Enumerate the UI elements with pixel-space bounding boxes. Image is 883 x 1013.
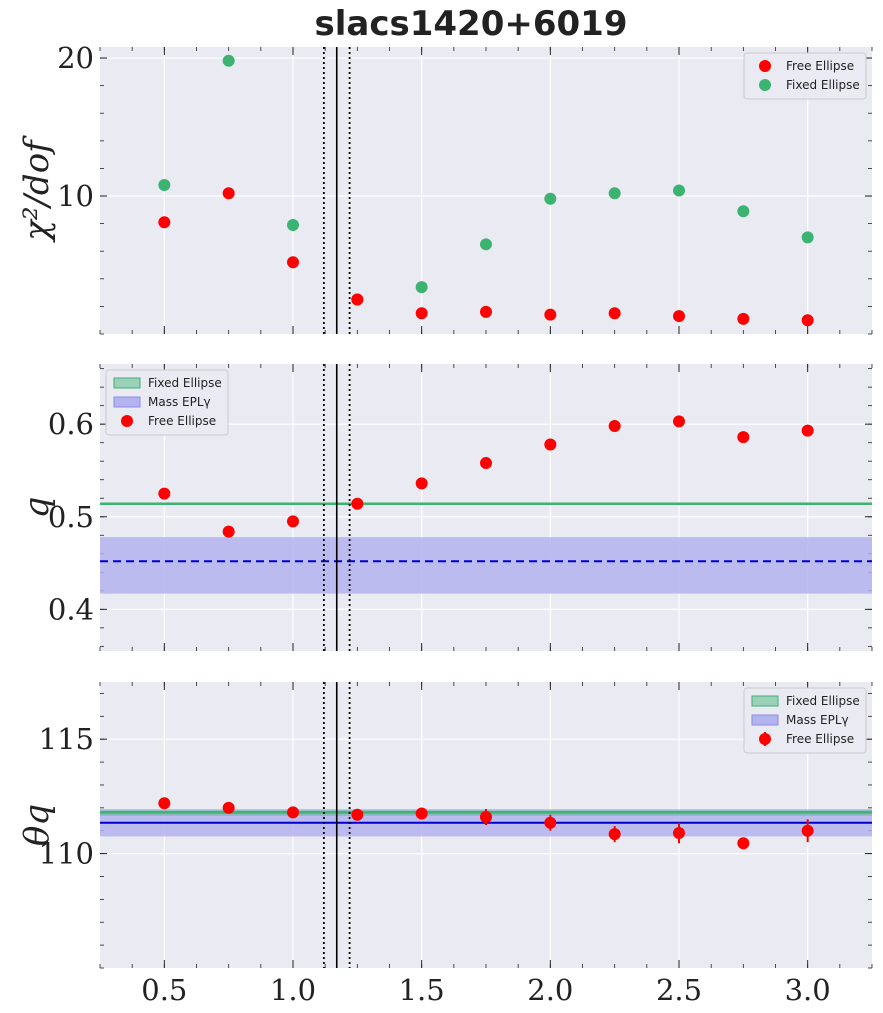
free-ellipse-point: [480, 305, 492, 318]
legend-swatch: [759, 60, 771, 72]
free-ellipse-point: [608, 307, 621, 320]
free-ellipse-point: [737, 837, 750, 850]
free-ellipse-point: [737, 431, 750, 444]
free-ellipse-point: [673, 415, 685, 428]
fixed-ellipse-point: [158, 178, 171, 191]
chart-title: slacs1420+6019: [315, 4, 628, 44]
fixed-ellipse-point: [287, 218, 299, 231]
fixed-ellipse-point: [737, 205, 750, 218]
free-ellipse-point: [415, 307, 428, 320]
x-tick-label: 1.5: [399, 973, 445, 1007]
legend-label: Free Ellipse: [786, 59, 854, 73]
free-ellipse-point: [801, 824, 814, 837]
free-ellipse-point: [480, 810, 492, 823]
free-ellipse-point: [351, 293, 364, 306]
fixed-ellipse-point: [544, 192, 557, 205]
free-ellipse-point: [480, 457, 492, 470]
x-tick-label: 2.5: [656, 973, 702, 1007]
free-ellipse-point: [415, 477, 428, 490]
legend-swatch: [121, 415, 133, 427]
free-ellipse-point: [351, 808, 364, 821]
x-tick-label: 1.0: [270, 973, 316, 1007]
free-ellipse-point: [737, 312, 750, 325]
legend-box: [105, 369, 229, 436]
y-tick-label: 10: [57, 179, 94, 213]
plot-background: [100, 364, 872, 651]
fixed-ellipse-point: [673, 184, 685, 197]
free-ellipse-point: [544, 438, 557, 451]
y-axis-label: θq: [17, 804, 57, 846]
free-ellipse-point: [801, 314, 814, 327]
legend-label: Mass EPLγ: [148, 395, 211, 409]
legend-label: Free Ellipse: [148, 414, 216, 428]
free-ellipse-point: [158, 797, 171, 810]
free-ellipse-point: [222, 525, 235, 538]
y-tick-label: 110: [39, 837, 94, 871]
y-tick-label: 0.6: [48, 407, 94, 441]
y-tick-label: 20: [57, 41, 94, 75]
free-ellipse-point: [287, 515, 299, 528]
legend: Free Ellipse Fixed Ellipse: [743, 52, 867, 100]
free-ellipse-point: [544, 816, 557, 829]
free-ellipse-point: [673, 310, 685, 323]
free-ellipse-point: [287, 806, 299, 819]
fixed-ellipse-point: [480, 238, 492, 251]
free-ellipse-point: [287, 256, 299, 269]
legend: Fixed Ellipse Mass EPLγ Free Ellipse: [743, 687, 867, 754]
free-ellipse-point: [544, 308, 557, 321]
fixed-ellipse-point: [608, 187, 621, 200]
x-tick-label: 3.0: [785, 973, 831, 1007]
legend-label: Fixed Ellipse: [148, 376, 222, 390]
legend-swatch: [751, 695, 779, 707]
legend-label: Free Ellipse: [786, 732, 854, 746]
legend-box: [743, 52, 867, 100]
free-ellipse-point: [801, 424, 814, 437]
fixed-ellipse-point: [222, 54, 235, 67]
free-ellipse-point: [351, 497, 364, 510]
fixed-ellipse-point: [415, 281, 428, 294]
y-tick-label: 0.5: [48, 500, 94, 534]
y-axis-label: q: [17, 497, 57, 519]
panel-1: 10 20 χ²/dof Free Ellipse Fixed Ellipse: [17, 41, 873, 335]
legend-swatch: [759, 733, 771, 745]
legend-swatch: [113, 377, 141, 389]
x-tick-label: 2.0: [527, 973, 573, 1007]
legend-swatch: [113, 396, 141, 408]
y-tick-label: 0.4: [48, 592, 94, 626]
legend-label: Fixed Ellipse: [786, 78, 860, 92]
y-tick-label: 115: [39, 722, 94, 756]
free-ellipse-point: [158, 216, 171, 229]
x-tick-label: 0.5: [141, 973, 187, 1007]
free-ellipse-point: [608, 420, 621, 433]
legend-swatch: [751, 714, 779, 726]
free-ellipse-point: [673, 827, 685, 840]
panel-2: 0.4 0.5 0.6 q Fixed Ellipse Mass EPLγ Free Ell…: [17, 364, 873, 651]
free-ellipse-point: [415, 807, 428, 820]
panel-3: 110 115 θq Fixed Ellipse Mass EPLγ Free Ellip…: [17, 682, 873, 969]
free-ellipse-point: [158, 487, 171, 500]
free-ellipse-point: [222, 187, 235, 200]
free-ellipse-point: [222, 801, 235, 814]
mass-band: [100, 537, 872, 594]
legend: Fixed Ellipse Mass EPLγ Free Ellipse: [105, 369, 229, 436]
free-ellipse-point: [608, 828, 621, 841]
legend-box: [743, 687, 867, 754]
y-axis-label: χ²/dof: [17, 135, 57, 243]
legend-label: Mass EPLγ: [786, 713, 849, 727]
legend-swatch: [759, 79, 771, 91]
fixed-ellipse-point: [801, 231, 814, 244]
legend-label: Fixed Ellipse: [786, 694, 860, 708]
